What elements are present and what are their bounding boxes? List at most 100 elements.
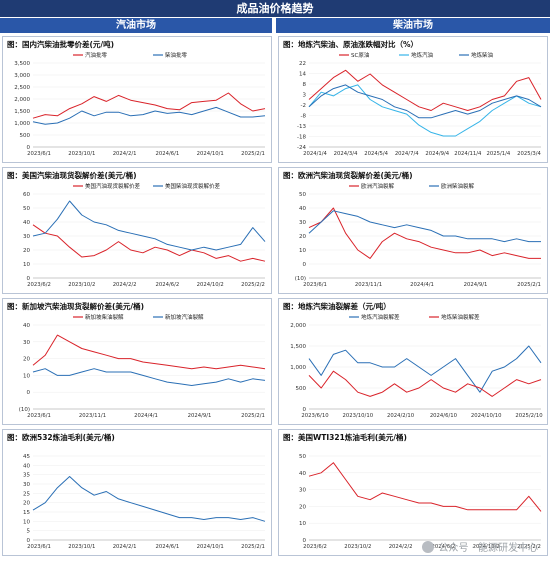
x-tick-label: 2023/6/1 bbox=[303, 282, 327, 288]
chart-plot: -24 -18 -13 -8 -2 3 8 14 22 2024/1/4 2024/3/4 2024/… bbox=[297, 51, 542, 157]
x-tick-label: 2025/2/10 bbox=[515, 413, 543, 419]
chart-panel-3: 图：美国汽柴油现货裂解价差(美元/桶) 0 10 20 30 40 50 60 2023/6/… bbox=[2, 167, 272, 294]
legend-label: 地炼汽油 bbox=[411, 51, 434, 59]
legend-label: 地炼汽油裂解差 bbox=[361, 313, 400, 321]
wechat-icon bbox=[422, 541, 435, 553]
y-tick-label: 30 bbox=[23, 482, 30, 488]
y-tick-label: -13 bbox=[297, 124, 306, 130]
chart-panel-1: 图：国内汽柴油批零价差(元/吨) 0 500 1,000 1,500 2,000 2,50… bbox=[2, 36, 272, 163]
diesel-market-header: 柴油市场 bbox=[276, 18, 550, 33]
y-tick-label: -18 bbox=[297, 135, 306, 141]
x-tick-label: 2023/10/1 bbox=[68, 151, 95, 157]
x-tick-label: 2025/2/1 bbox=[517, 282, 541, 288]
legend-label: 汽油批零 bbox=[85, 51, 108, 59]
page-title: 成品油价格趋势 bbox=[0, 0, 550, 17]
y-tick-label: 2,500 bbox=[14, 85, 30, 91]
y-tick-label: 40 bbox=[23, 463, 30, 469]
chart-panel-8: 图：美国WTI321炼油毛利(美元/桶) 0 10 20 30 40 50 2023/6/2… bbox=[278, 429, 548, 556]
y-tick-label: 35 bbox=[23, 473, 30, 479]
legend-label: 欧洲汽油裂解 bbox=[361, 182, 395, 190]
x-tick-label: 2024/2/10 bbox=[387, 413, 415, 419]
y-tick-label: -8 bbox=[301, 114, 307, 120]
x-tick-label: 2024/10/2 bbox=[197, 282, 224, 288]
x-tick-label: 2024/2/2 bbox=[113, 282, 137, 288]
legend-label: 新加坡汽油裂解 bbox=[165, 313, 204, 321]
x-tick-label: 2023/11/1 bbox=[355, 282, 382, 288]
x-tick-label: 2023/10/1 bbox=[68, 544, 95, 550]
chart-title: 图：地炼汽柴油裂解差（元/吨） bbox=[283, 302, 391, 311]
legend-label: 美国汽油现货裂解价差 bbox=[85, 182, 141, 190]
x-tick-label: 2024/11/4 bbox=[454, 151, 482, 157]
y-tick-label: 2,000 bbox=[290, 323, 306, 329]
x-tick-label: 2025/2/1 bbox=[241, 151, 265, 157]
series-line bbox=[32, 368, 266, 386]
x-tick-label: 2024/6/1 bbox=[156, 151, 180, 157]
legend-label: SC原油 bbox=[351, 51, 370, 59]
y-tick-label: 45 bbox=[23, 454, 30, 460]
x-tick-label: 2023/6/2 bbox=[303, 544, 327, 550]
gasoline-market-header: 汽油市场 bbox=[0, 18, 272, 33]
y-tick-label: 10 bbox=[23, 373, 30, 379]
x-tick-label: 2024/5/4 bbox=[364, 151, 388, 157]
x-tick-label: 2023/6/2 bbox=[27, 282, 51, 288]
y-tick-label: 15 bbox=[23, 510, 30, 516]
x-tick-label: 2024/10/1 bbox=[197, 151, 224, 157]
legend-label: 美国柴油现货裂解价差 bbox=[165, 182, 221, 190]
series-line bbox=[308, 210, 541, 243]
y-tick-label: 0 bbox=[27, 538, 31, 544]
x-tick-label: 2025/2/2 bbox=[241, 282, 265, 288]
chart-title: 图：美国汽柴油现货裂解价差(美元/桶) bbox=[7, 171, 137, 180]
y-tick-label: (10) bbox=[19, 407, 30, 413]
series-line bbox=[308, 84, 542, 137]
chart-title: 图：欧洲汽柴油现货裂解价差(美元/桶) bbox=[283, 171, 413, 180]
y-tick-label: 30 bbox=[23, 340, 30, 346]
y-tick-label: -2 bbox=[301, 103, 306, 109]
y-tick-label: 10 bbox=[23, 519, 30, 525]
y-tick-label: 20 bbox=[299, 504, 306, 510]
x-tick-label: 2024/10/2 bbox=[473, 544, 500, 550]
x-tick-label: 2024/9/1 bbox=[464, 282, 488, 288]
chart-title: 图：国内汽柴油批零价差(元/吨) bbox=[7, 40, 115, 49]
y-tick-label: (10) bbox=[295, 276, 306, 282]
y-tick-label: 1,000 bbox=[14, 121, 30, 127]
series-line bbox=[308, 370, 542, 397]
y-tick-label: 20 bbox=[23, 357, 30, 363]
x-tick-label: 2024/2/1 bbox=[113, 544, 137, 550]
legend-label: 地炼柴油裂解差 bbox=[441, 313, 480, 321]
y-tick-label: 1,000 bbox=[290, 365, 306, 371]
chart-panel-6: 图：地炼汽柴油裂解差（元/吨） 0 500 1,000 1,500 2,000 2023/… bbox=[278, 298, 548, 425]
chart-plot: (10) 0 10 20 30 40 2023/6/1 2023/11/1 2024/4/1 20… bbox=[19, 313, 266, 419]
y-tick-label: 0 bbox=[303, 407, 307, 413]
x-tick-label: 2025/1/4 bbox=[487, 151, 511, 157]
series-line bbox=[308, 84, 542, 119]
y-tick-label: 20 bbox=[23, 248, 30, 254]
x-tick-label: 2023/6/10 bbox=[301, 413, 329, 419]
series-line bbox=[32, 334, 266, 370]
y-tick-label: 3,500 bbox=[14, 61, 30, 67]
y-tick-label: -24 bbox=[297, 145, 306, 151]
chart-panel-2: 图：地炼汽柴油、原油涨跌幅对比（%） -24 -18 -13 -8 -2 3 8 14 22 20… bbox=[278, 36, 548, 163]
y-tick-label: 2,000 bbox=[14, 97, 30, 103]
x-tick-label: 2025/2/2 bbox=[517, 544, 541, 550]
x-tick-label: 2023/6/1 bbox=[27, 413, 51, 419]
x-tick-label: 2024/1/4 bbox=[303, 151, 327, 157]
series-line bbox=[308, 69, 542, 111]
x-tick-label: 2024/2/1 bbox=[113, 151, 137, 157]
chart-plot: 0 5 10 15 20 25 30 35 40 45 2023/6/1 2023/10/1 2024/… bbox=[23, 454, 266, 550]
chart-title: 图：新加坡汽柴油现货裂解价差(美元/桶) bbox=[7, 302, 145, 311]
y-tick-label: 14 bbox=[299, 72, 306, 78]
x-tick-label: 2024/7/4 bbox=[395, 151, 419, 157]
x-tick-label: 2023/11/1 bbox=[79, 413, 106, 419]
y-tick-label: 22 bbox=[299, 61, 306, 67]
chart-title: 图：地炼汽柴油、原油涨跌幅对比（%） bbox=[283, 40, 419, 49]
y-tick-label: 60 bbox=[23, 192, 30, 198]
y-tick-label: 20 bbox=[23, 501, 30, 507]
y-tick-label: 0 bbox=[303, 538, 307, 544]
chart-title: 图：欧洲532炼油毛利(美元/桶) bbox=[7, 433, 115, 442]
chart-plot: 0 10 20 30 40 50 2023/6/2 2023/10/2 2024/2/2 2024… bbox=[299, 454, 542, 550]
y-tick-label: 50 bbox=[23, 206, 30, 212]
y-tick-label: 40 bbox=[23, 323, 30, 329]
chart-panel-7: 图：欧洲532炼油毛利(美元/桶) 0 5 10 15 20 25 30 35 40 45 2023… bbox=[2, 429, 272, 556]
y-tick-label: 30 bbox=[23, 234, 30, 240]
x-tick-label: 2024/9/4 bbox=[425, 151, 449, 157]
